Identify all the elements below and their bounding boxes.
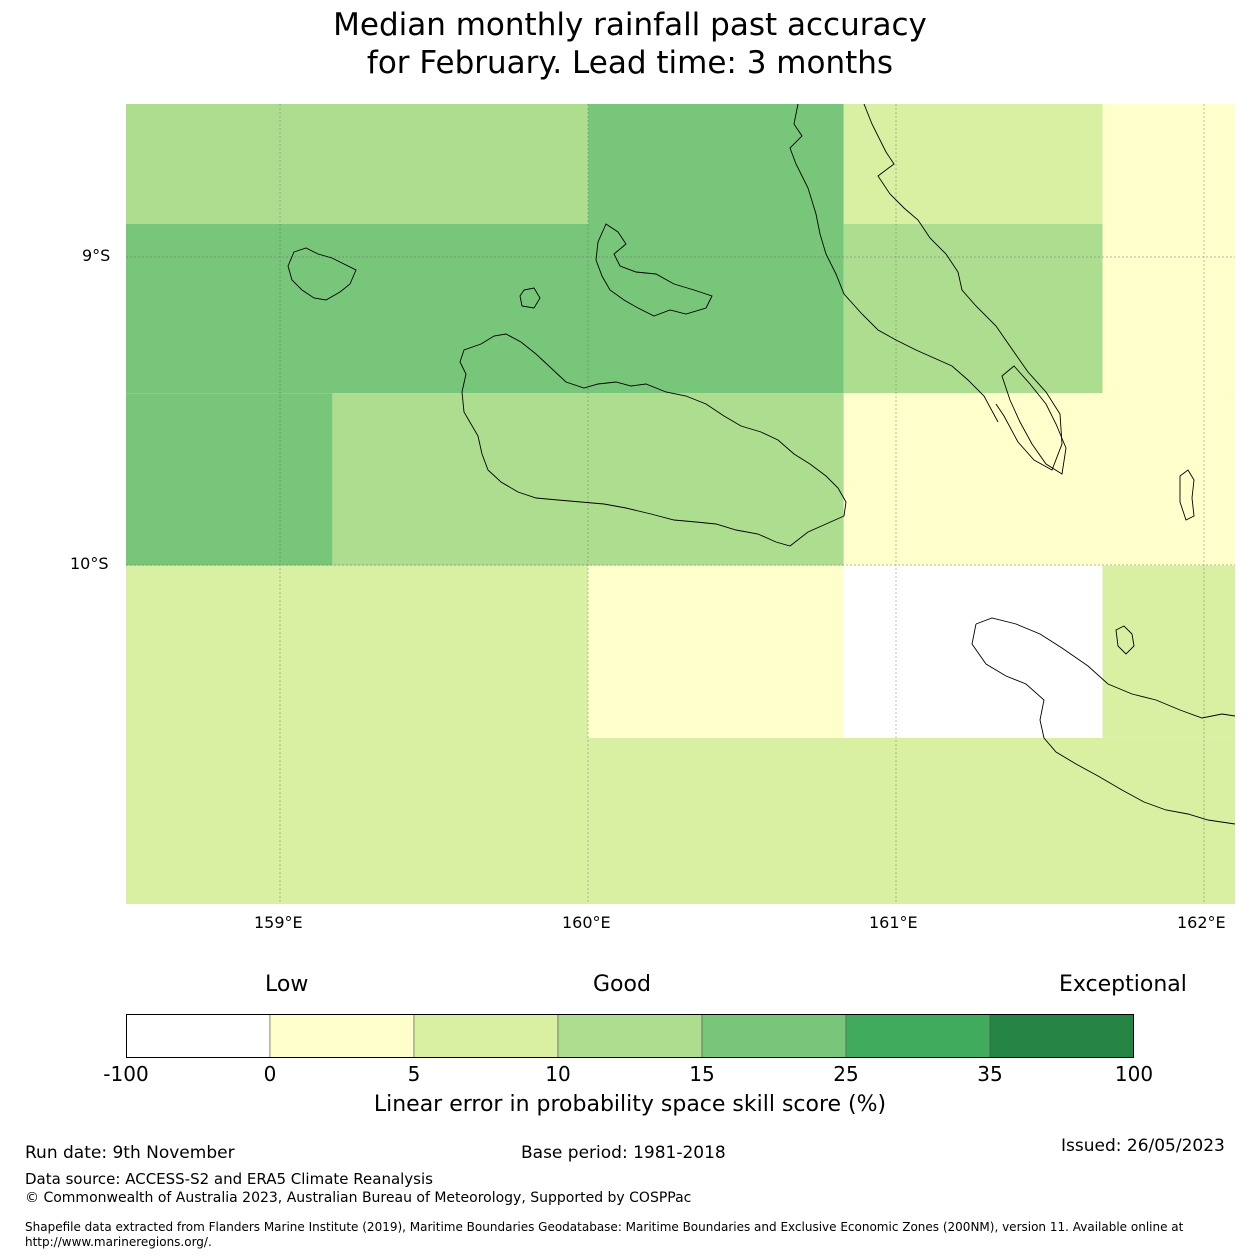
grid-cell-14 <box>588 737 1235 904</box>
colorbar-exceptional-label: Exceptional <box>1059 972 1187 997</box>
graticule <box>126 104 1235 904</box>
coastline-small-malaita <box>1001 365 1067 475</box>
skill-grid <box>126 104 1235 904</box>
coastline-malaita-west <box>789 104 999 423</box>
colorbar-tick-7: 100 <box>1114 1062 1154 1086</box>
grid-cell-6 <box>1102 224 1235 394</box>
colorbar-segment-5 <box>845 1014 991 1058</box>
lat-tick-9s: 9°S <box>82 246 111 265</box>
shapefile-note: Shapefile data extracted from Flanders M… <box>25 1220 1184 1249</box>
colorbar-segment-1 <box>269 1014 415 1058</box>
copyright: © Commonwealth of Australia 2023, Austra… <box>25 1190 692 1206</box>
colorbar-tick-5: 25 <box>833 1062 859 1086</box>
grid-cell-9 <box>843 393 1235 566</box>
colorbar-segment-6 <box>989 1014 1134 1058</box>
colorbar-axis-label: Linear error in probability space skill … <box>373 1092 887 1117</box>
colorbar-tick-1: 0 <box>263 1062 277 1086</box>
grid-cell-7 <box>126 393 333 566</box>
title-line-1: Median monthly rainfall past accuracy <box>333 7 927 43</box>
colorbar-tick-2: 5 <box>407 1062 421 1086</box>
grid-cell-8 <box>332 393 844 566</box>
lon-tick-161e: 161°E <box>869 913 918 932</box>
grid-cell-5 <box>843 224 1103 394</box>
map-panel <box>126 104 1235 904</box>
issued-date: Issued: 26/05/2023 <box>1061 1136 1225 1156</box>
colorbar-segment-2 <box>413 1014 559 1058</box>
coastlines <box>287 104 1235 825</box>
grid-cell-2 <box>843 104 1103 224</box>
run-date: Run date: 9th November <box>25 1143 235 1163</box>
lon-tick-162e: 162°E <box>1177 913 1226 932</box>
coastline-savo <box>519 287 541 309</box>
coastline-east-islet <box>1179 469 1195 521</box>
grid-cell-4 <box>126 224 844 394</box>
colorbar-good-label: Good <box>593 972 651 997</box>
coastline-makira <box>975 617 1235 719</box>
lat-tick-10s: 10°S <box>70 554 109 573</box>
data-source: Data source: ACCESS-S2 and ERA5 Climate … <box>25 1170 433 1188</box>
title-line-2: for February. Lead time: 3 months <box>366 45 894 81</box>
grid-cell-12 <box>843 565 1103 738</box>
grid-cell-0 <box>126 104 589 224</box>
base-period: Base period: 1981-2018 <box>521 1143 726 1163</box>
coastline-ulawa <box>1115 625 1135 655</box>
coastline-florida-islands <box>595 223 713 317</box>
colorbar-low-label: Low <box>265 972 309 997</box>
colorbar-tick-4: 15 <box>689 1062 715 1086</box>
colorbar-tick-3: 10 <box>545 1062 571 1086</box>
grid-cell-10 <box>126 565 589 904</box>
lon-tick-160e: 160°E <box>562 913 611 932</box>
coastline-guadalcanal <box>459 333 847 547</box>
colorbar-segment-3 <box>557 1014 703 1058</box>
grid-cell-3 <box>1102 104 1235 224</box>
coastline-makira-south <box>971 623 1235 825</box>
coastline-russell-islands <box>287 247 357 301</box>
chart-title: Median monthly rainfall past accuracy fo… <box>0 6 1260 82</box>
grid-cell-13 <box>1102 565 1235 738</box>
lon-tick-159e: 159°E <box>254 913 303 932</box>
colorbar-segment-4 <box>701 1014 847 1058</box>
colorbar <box>126 1014 1134 1058</box>
grid-cell-1 <box>588 104 844 224</box>
colorbar-tick-0: -100 <box>103 1062 149 1086</box>
grid-cell-11 <box>588 565 844 738</box>
colorbar-tick-6: 35 <box>977 1062 1003 1086</box>
coastline-malaita-east <box>863 104 1063 471</box>
colorbar-segment-0 <box>126 1014 271 1058</box>
